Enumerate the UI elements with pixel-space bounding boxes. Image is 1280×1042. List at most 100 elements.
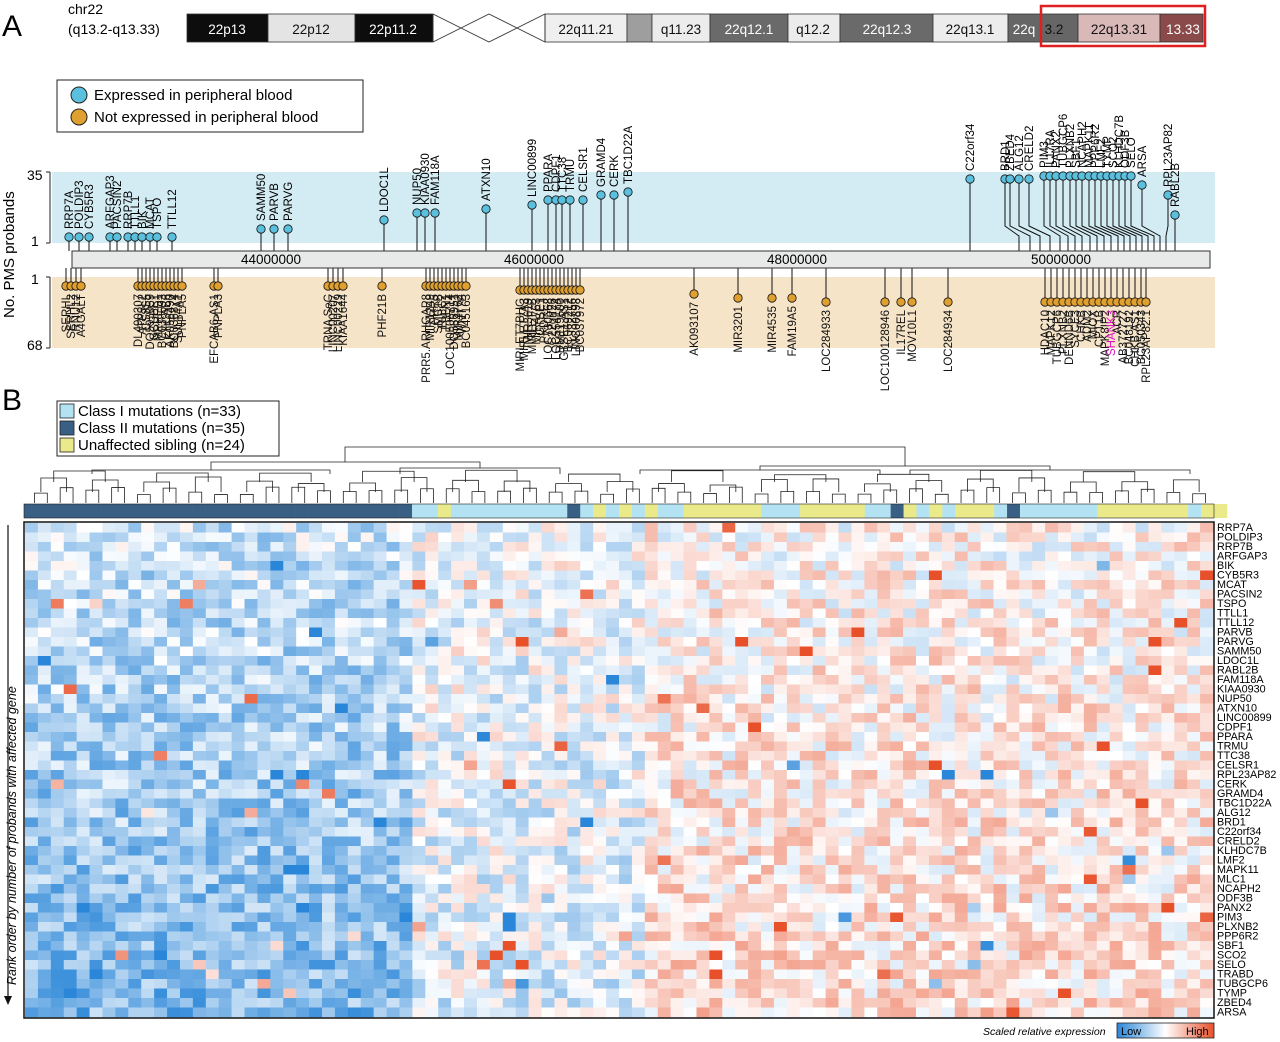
heatmap-cell [554, 722, 568, 733]
heatmap-cell [192, 599, 207, 609]
heatmap-cell [1161, 732, 1175, 742]
heatmap-cell [515, 570, 529, 581]
heatmap-cell [373, 618, 387, 628]
heatmap-cell [709, 751, 723, 761]
heatmap-cell [25, 931, 39, 942]
heatmap-cell [1070, 675, 1085, 685]
heatmap-cell [928, 523, 943, 533]
heatmap-cell [1058, 893, 1072, 904]
heatmap-cell [63, 760, 77, 771]
heatmap-cell [773, 542, 788, 552]
heatmap-cell [1109, 779, 1123, 790]
heatmap-cell [1109, 960, 1123, 970]
heatmap-cell [541, 656, 555, 666]
heatmap-cell [386, 969, 400, 980]
heatmap-cell [1006, 589, 1020, 600]
heatmap-cell [1109, 760, 1123, 771]
heatmap-cell [1019, 675, 1033, 685]
heatmap-cell [257, 950, 271, 961]
heatmap-cell [631, 542, 646, 552]
heatmap-cell [903, 637, 917, 647]
heatmap-cell [1109, 931, 1123, 942]
heatmap-cell [761, 570, 775, 581]
heatmap-cell [709, 741, 723, 752]
heatmap-cell [748, 665, 762, 676]
heatmap-cell [619, 827, 633, 837]
heatmap-cell [399, 732, 413, 742]
heatmap-cell [309, 950, 323, 961]
heatmap-cell [63, 608, 77, 619]
heatmap-cell [528, 855, 542, 866]
heatmap-cell [1174, 580, 1188, 590]
heatmap-cell [864, 713, 878, 723]
heatmap-cell [270, 893, 284, 904]
heatmap-cell [25, 532, 39, 543]
heatmap-cell [438, 855, 452, 866]
heatmap-cell [786, 665, 801, 676]
heatmap-cell [631, 912, 646, 923]
heatmap-cell [825, 732, 839, 742]
heatmap-cell [179, 542, 194, 552]
heatmap-cell [761, 969, 775, 980]
heatmap-cell [1045, 532, 1059, 543]
heatmap-cell [425, 646, 439, 657]
heatmap-cell [916, 627, 930, 638]
heatmap-cell [205, 580, 219, 590]
heatmap-cell [1109, 551, 1123, 562]
heatmap-cell [812, 903, 826, 913]
heatmap-cell [257, 694, 271, 704]
top-gene-label: ZBED4 [1005, 133, 1017, 171]
heatmap-cell [63, 551, 77, 562]
heatmap-cell [334, 627, 349, 638]
heatmap-cell [735, 684, 749, 695]
heatmap-cell [296, 969, 310, 980]
not-expressed-marker [896, 297, 906, 307]
heatmap-cell [696, 855, 710, 866]
heatmap-cell [476, 618, 491, 628]
heatmap-cell [141, 608, 155, 619]
heatmap-cell [1083, 874, 1098, 885]
heatmap-cell [1032, 789, 1046, 799]
heatmap-cell [309, 580, 323, 590]
heatmap-cell [179, 789, 194, 799]
heatmap-cell [696, 874, 710, 885]
heatmap-cell [722, 912, 736, 923]
heatmap-cell [670, 760, 684, 771]
heatmap-cell [541, 561, 555, 571]
heatmap-cell [192, 703, 207, 714]
heatmap-cell [1083, 637, 1098, 647]
heatmap-cell [1187, 903, 1201, 913]
top-gene-label: SBF1 [1071, 139, 1083, 168]
heatmap-cell [1070, 770, 1085, 780]
heatmap-cell [102, 627, 116, 638]
heatmap-cell [954, 789, 968, 799]
heatmap-cell [851, 551, 865, 562]
heatmap-cell [205, 741, 219, 752]
heatmap-cell [1187, 618, 1201, 628]
heatmap-cell [644, 855, 659, 866]
heatmap-cell [218, 665, 232, 676]
heatmap-cell [476, 656, 491, 666]
heatmap-cell [425, 941, 439, 951]
heatmap-cell [864, 741, 878, 752]
top-gene-label: TTC38 [557, 157, 569, 192]
heatmap-cell [709, 808, 723, 818]
heatmap-cell [1058, 903, 1072, 913]
heatmap-cell [670, 931, 684, 942]
heatmap-cell [838, 789, 852, 799]
heatmap-cell [296, 523, 310, 533]
heatmap-cell [270, 950, 284, 961]
heatmap-cell [115, 608, 129, 619]
heatmap-cell [270, 941, 284, 951]
heatmap-cell [347, 969, 362, 980]
heatmap-cell [644, 608, 659, 619]
heatmap-cell [322, 960, 336, 970]
heatmap-cell [218, 770, 232, 780]
heatmap-cell [735, 770, 749, 780]
heatmap-cell [360, 751, 374, 761]
heatmap-cell [451, 684, 465, 695]
heatmap-cell [916, 760, 930, 771]
heatmap-cell [399, 893, 413, 904]
heatmap-cell [696, 779, 710, 790]
heatmap-cell [890, 551, 904, 562]
